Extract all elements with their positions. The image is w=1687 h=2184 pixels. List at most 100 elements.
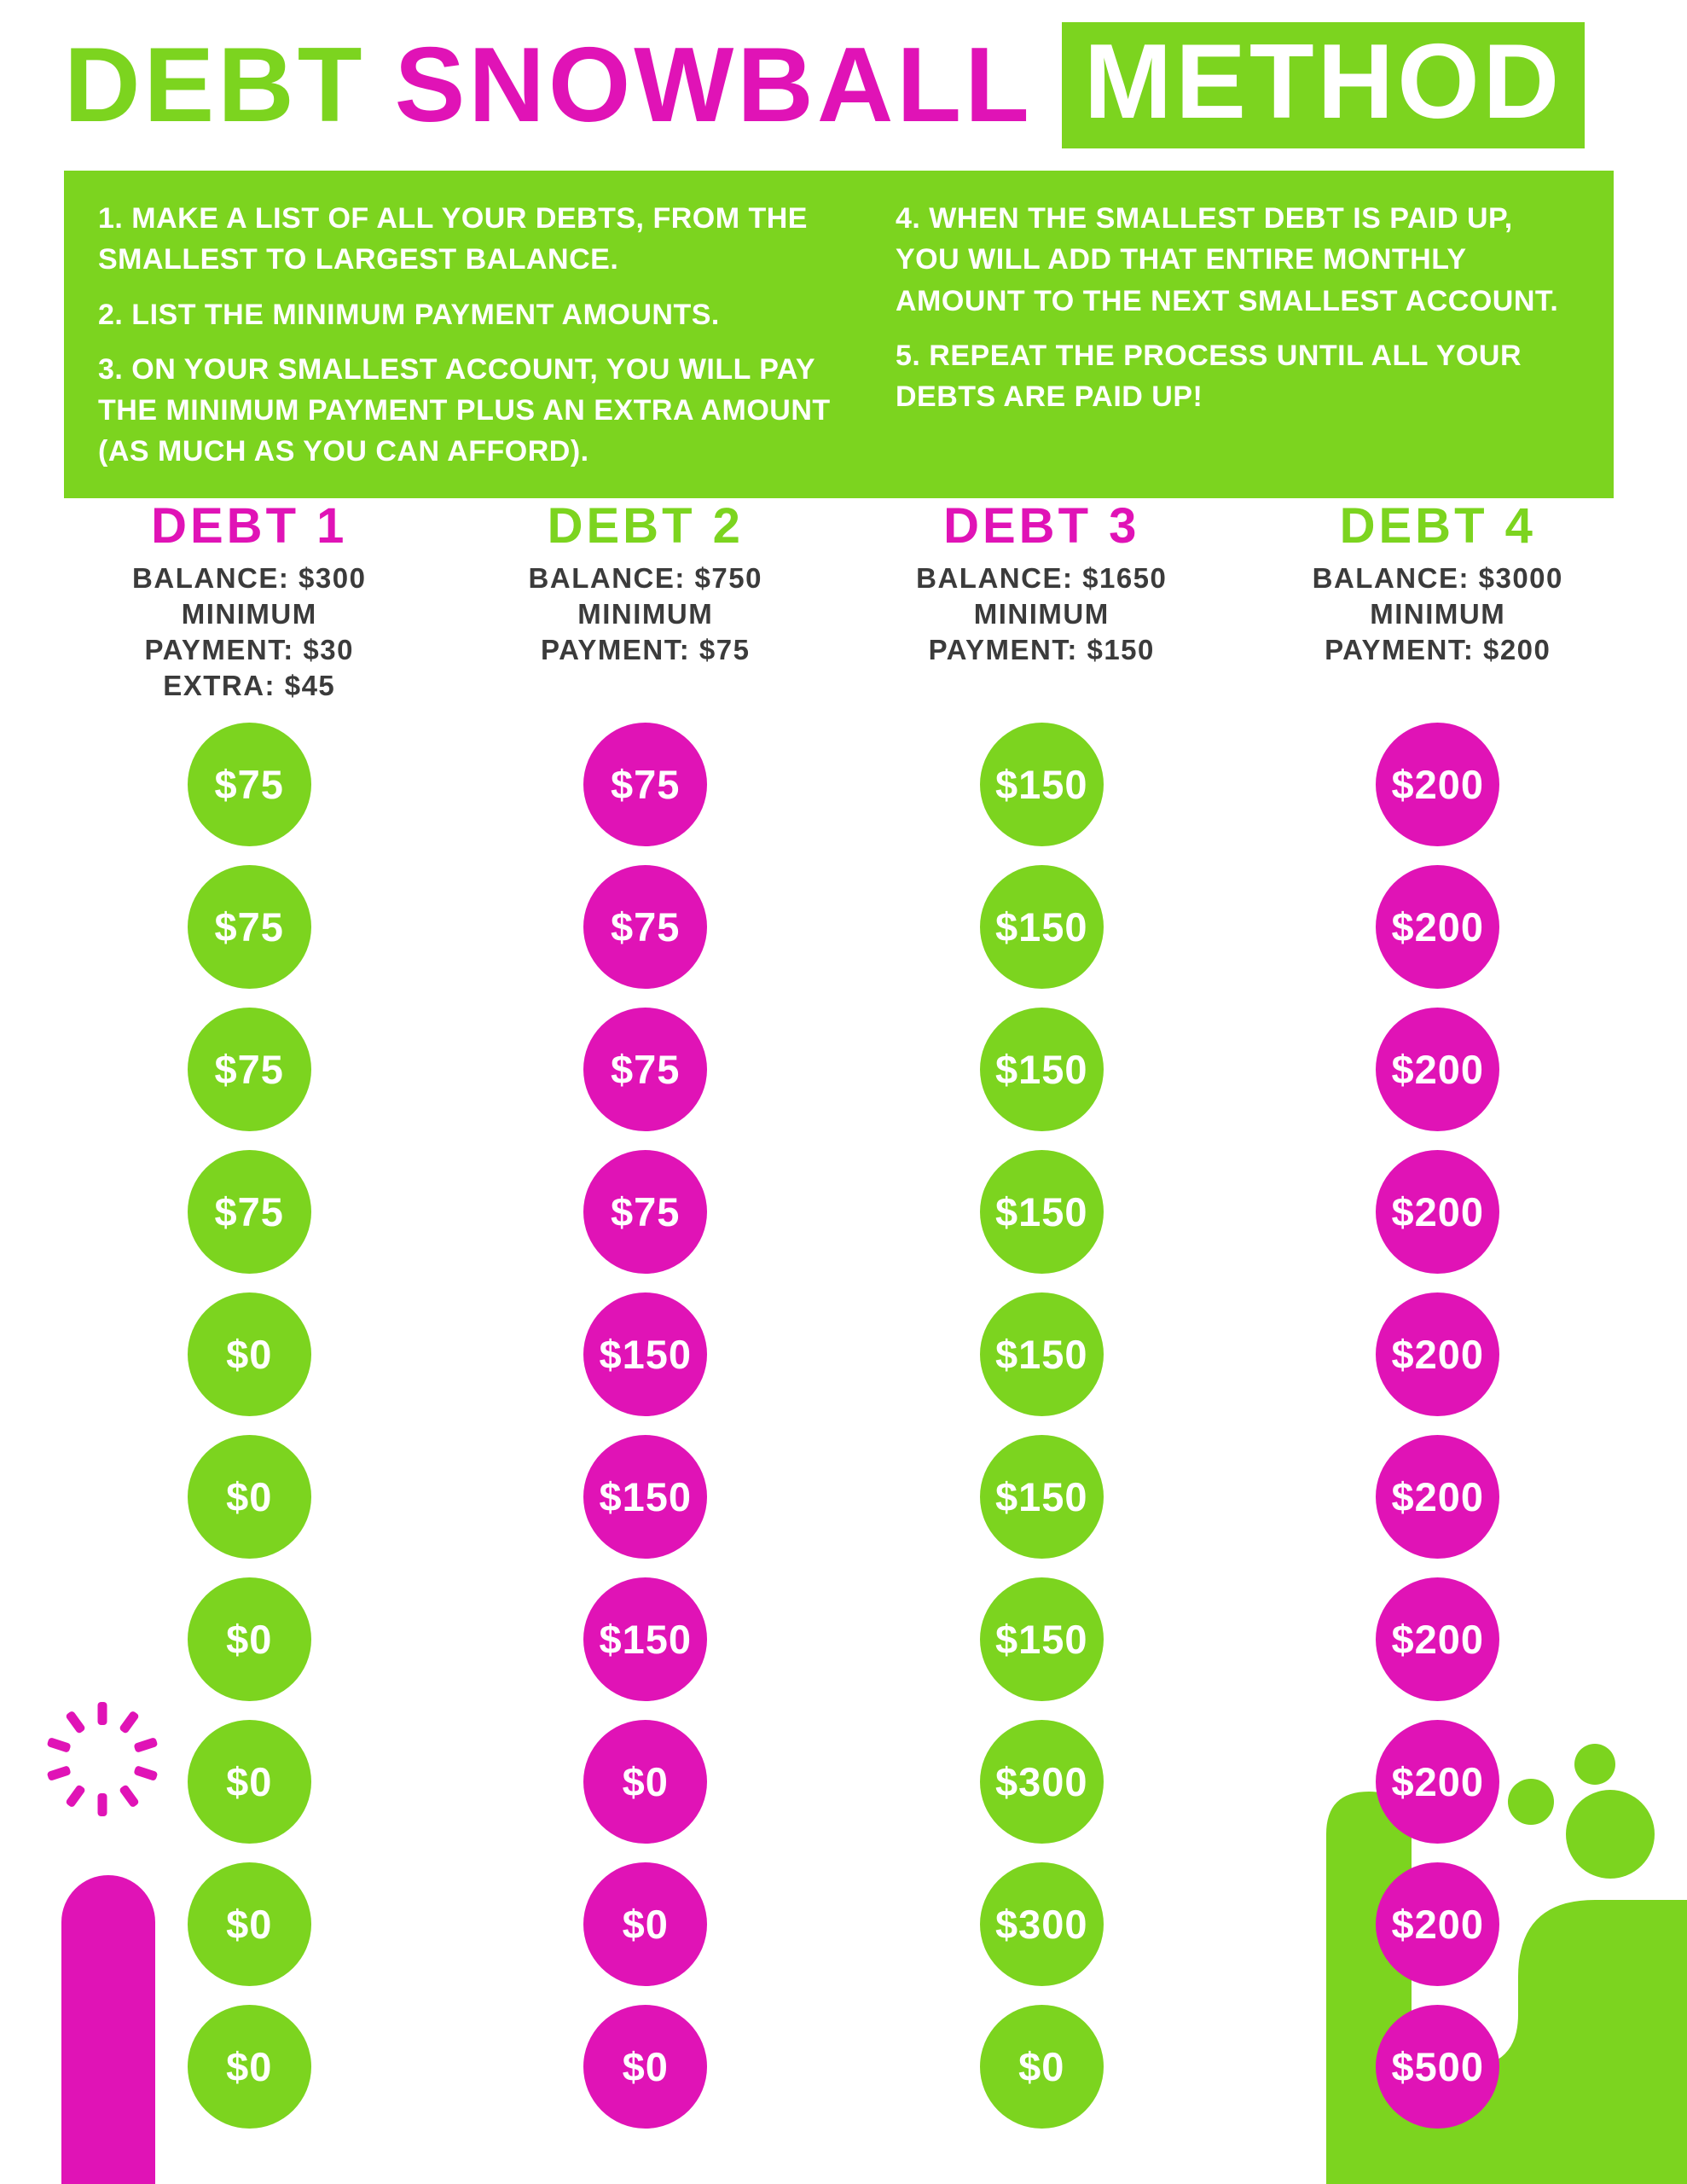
debt-info: BALANCE: $3000 MINIMUM PAYMENT: $200: [1313, 561, 1563, 668]
payment-circle: $200: [1376, 1577, 1500, 1701]
starburst-tick: [119, 1785, 139, 1807]
instruction-item: 3. ON YOUR SMALLEST ACCOUNT, YOU WILL PA…: [98, 352, 831, 468]
payment-circle: $300: [979, 1720, 1104, 1844]
payment-circle: $0: [583, 1720, 708, 1844]
instruction-item: 1. MAKE A LIST OF ALL YOUR DEBTS, FROM T…: [98, 202, 808, 276]
payment-circle: $300: [979, 1862, 1104, 1986]
payment-circle: $75: [583, 1008, 708, 1131]
starburst-tick: [47, 1738, 71, 1752]
payment-circle-stack: $75 $75 $75 $75 $0 $0 $0 $0 $0 $0: [187, 723, 311, 2129]
instructions-left: 1. MAKE A LIST OF ALL YOUR DEBTS, FROM T…: [98, 198, 853, 486]
blob-bubble-small: [1508, 1779, 1554, 1825]
starburst-tick: [134, 1766, 158, 1780]
payment-circle: $200: [1376, 1008, 1500, 1131]
payment-circle: $0: [979, 2005, 1104, 2129]
debt-column-1: DEBT 1 BALANCE: $300 MINIMUM PAYMENT: $30 EX…: [51, 499, 448, 2129]
starburst-tick: [97, 1793, 107, 1816]
starburst-tick: [66, 1711, 85, 1734]
title-word-snowball: SNOWBALL: [394, 26, 1033, 144]
debt-header: DEBT 2 BALANCE: $750 MINIMUM PAYMENT: $75: [529, 499, 762, 723]
title-word-method: METHOD: [1061, 22, 1586, 148]
payment-circle-stack: $75 $75 $75 $75 $150 $150 $150 $0 $0 $0: [583, 723, 708, 2129]
debt-header: DEBT 3 BALANCE: $1650 MINIMUM PAYMENT: $150: [916, 499, 1167, 723]
payment-circle: $75: [187, 1150, 311, 1274]
debt-info-line: PAYMENT: $75: [541, 633, 751, 665]
payment-circle: $200: [1376, 723, 1500, 846]
pill-bar-shape: [61, 1875, 155, 2184]
debt-info-line: BALANCE: $3000: [1312, 561, 1563, 594]
debt-header: DEBT 4 BALANCE: $3000 MINIMUM PAYMENT: $200: [1313, 499, 1563, 723]
payment-circle: $150: [979, 865, 1104, 989]
instruction-item: 2. LIST THE MINIMUM PAYMENT AMOUNTS.: [98, 298, 720, 331]
payment-circle: $200: [1376, 1862, 1500, 1986]
payment-circle: $0: [187, 1862, 311, 1986]
payment-circle: $75: [583, 865, 708, 989]
debt-info-line: PAYMENT: $30: [144, 633, 354, 665]
starburst-icon: [47, 1702, 158, 1816]
debt-name: DEBT 3: [943, 498, 1140, 554]
debt-info-line: BALANCE: $750: [528, 561, 762, 594]
payment-circle: $150: [583, 1292, 708, 1416]
payment-circle: $150: [979, 723, 1104, 846]
debt-info-line: MINIMUM: [577, 597, 714, 630]
payment-circle: $0: [583, 2005, 708, 2129]
starburst-tick: [66, 1785, 85, 1807]
instruction-item: 4. WHEN THE SMALLEST DEBT IS PAID UP, YO…: [896, 202, 1559, 317]
payment-circle: $150: [979, 1292, 1104, 1416]
debt-info-line: BALANCE: $1650: [916, 561, 1168, 594]
instructions-box: 1. MAKE A LIST OF ALL YOUR DEBTS, FROM T…: [64, 171, 1614, 498]
payment-circle: $150: [979, 1577, 1104, 1701]
payment-circle: $75: [187, 723, 311, 846]
blob-bubble-large: [1566, 1790, 1655, 1879]
payment-circle: $75: [583, 723, 708, 846]
payment-circle: $200: [1376, 1435, 1500, 1559]
title-word-debt: DEBT: [64, 26, 366, 144]
payment-circle: $75: [187, 865, 311, 989]
payment-circle: $200: [1376, 1150, 1500, 1274]
debt-info: BALANCE: $300 MINIMUM PAYMENT: $30 EXTRA: $…: [132, 561, 366, 704]
debt-info-line: MINIMUM: [1370, 597, 1506, 630]
debt-info-line: MINIMUM: [181, 597, 317, 630]
starburst-tick: [97, 1702, 107, 1725]
debt-column-3: DEBT 3 BALANCE: $1650 MINIMUM PAYMENT: $150…: [844, 499, 1240, 2129]
debt-name: DEBT 2: [547, 498, 744, 554]
debt-info-line: PAYMENT: $200: [1325, 633, 1551, 665]
debt-name: DEBT 4: [1339, 498, 1536, 554]
payment-circle-stack: $150 $150 $150 $150 $150 $150 $150 $300 $300 $0: [979, 723, 1104, 2129]
debt-columns: DEBT 1 BALANCE: $300 MINIMUM PAYMENT: $30 EX…: [51, 499, 1636, 2129]
debt-info: BALANCE: $1650 MINIMUM PAYMENT: $150: [916, 561, 1167, 668]
blob-bubble-medium: [1574, 1744, 1615, 1785]
payment-circle: $200: [1376, 1720, 1500, 1844]
payment-circle: $75: [583, 1150, 708, 1274]
payment-circle: $0: [187, 1435, 311, 1559]
payment-circle: $150: [583, 1435, 708, 1559]
payment-circle: $200: [1376, 1292, 1500, 1416]
instructions-right: 4. WHEN THE SMALLEST DEBT IS PAID UP, YO…: [896, 198, 1580, 486]
instruction-item: 5. REPEAT THE PROCESS UNTIL ALL YOUR DEB…: [896, 339, 1522, 414]
debt-info-line: BALANCE: $300: [132, 561, 367, 594]
debt-info-line: PAYMENT: $150: [928, 633, 1155, 665]
starburst-tick: [47, 1766, 71, 1780]
starburst-tick: [119, 1711, 139, 1734]
payment-circle: $150: [979, 1008, 1104, 1131]
payment-circle: $0: [187, 1577, 311, 1701]
page-title: DEBT SNOWBALL METHOD: [64, 22, 1586, 148]
payment-circle: $0: [187, 1720, 311, 1844]
payment-circle: $500: [1376, 2005, 1500, 2129]
payment-circle: $150: [583, 1577, 708, 1701]
debt-name: DEBT 1: [151, 498, 348, 554]
debt-header: DEBT 1 BALANCE: $300 MINIMUM PAYMENT: $30 EX…: [132, 499, 366, 723]
debt-column-4: DEBT 4 BALANCE: $3000 MINIMUM PAYMENT: $200…: [1240, 499, 1637, 2129]
debt-info-line: EXTRA: $45: [163, 669, 336, 701]
debt-info: BALANCE: $750 MINIMUM PAYMENT: $75: [529, 561, 762, 668]
debt-column-2: DEBT 2 BALANCE: $750 MINIMUM PAYMENT: $75 $7…: [448, 499, 844, 2129]
payment-circle: $150: [979, 1435, 1104, 1559]
payment-circle: $0: [583, 1862, 708, 1986]
debt-info-line: MINIMUM: [973, 597, 1110, 630]
payment-circle: $200: [1376, 865, 1500, 989]
payment-circle: $75: [187, 1008, 311, 1131]
payment-circle: $0: [187, 1292, 311, 1416]
payment-circle: $0: [187, 2005, 311, 2129]
payment-circle-stack: $200 $200 $200 $200 $200 $200 $200 $200 $200 $500: [1376, 723, 1500, 2129]
